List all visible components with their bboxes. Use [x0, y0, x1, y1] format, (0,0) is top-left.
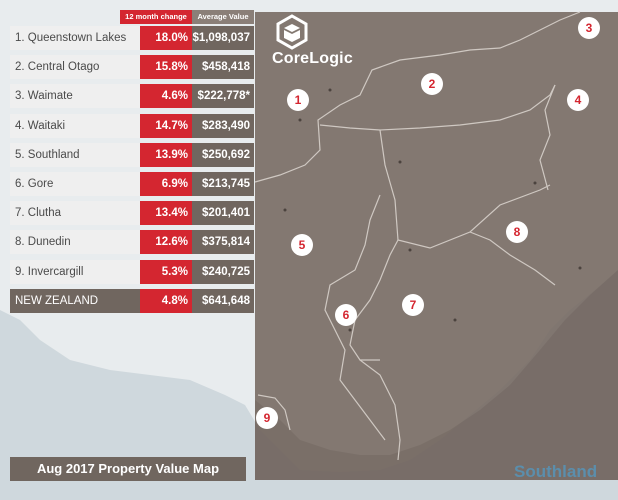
map-marker-3: 3 — [578, 17, 600, 39]
row-change: 14.7% — [140, 114, 192, 138]
row-district-name: 1. Queenstown Lakes — [10, 26, 140, 50]
table-row: 3. Waimate 4.6% $222,778* — [10, 84, 254, 108]
property-value-table: 12 month change Average Value 1. Queenst… — [10, 10, 254, 313]
table-row: 1. Queenstown Lakes 18.0% $1,098,037 — [10, 26, 254, 50]
table-row: 8. Dunedin 12.6% $375,814 — [10, 230, 254, 254]
corelogic-logo-icon — [276, 14, 308, 50]
table-row: 7. Clutha 13.4% $201,401 — [10, 201, 254, 225]
row-average-value: $222,778* — [192, 84, 254, 108]
row-district-name: 6. Gore — [10, 172, 140, 196]
row-change: 15.8% — [140, 55, 192, 79]
header-average: Average Value — [192, 10, 254, 24]
row-average-value: $458,418 — [192, 55, 254, 79]
table-row: 9. Invercargill 5.3% $240,725 — [10, 260, 254, 284]
map-marker-6: 6 — [335, 304, 357, 326]
row-change: 12.6% — [140, 230, 192, 254]
region-label: Southland — [514, 462, 598, 481]
row-district-name: 2. Central Otago — [10, 55, 140, 79]
row-change: 13.4% — [140, 201, 192, 225]
brand-name: CoreLogic — [272, 50, 353, 67]
row-district-name: 9. Invercargill — [10, 260, 140, 284]
row-average-value: $1,098,037 — [192, 26, 254, 50]
row-change: 4.6% — [140, 84, 192, 108]
row-change: 13.9% — [140, 143, 192, 167]
row-average-value: $240,725 — [192, 260, 254, 284]
row-district-name: 3. Waimate — [10, 84, 140, 108]
header-change: 12 month change — [120, 10, 192, 24]
table-row: 2. Central Otago 15.8% $458,418 — [10, 55, 254, 79]
map-marker-1: 1 — [287, 89, 309, 111]
town-dots — [283, 88, 582, 332]
row-average-value: $283,490 — [192, 114, 254, 138]
row-average-value: $375,814 — [192, 230, 254, 254]
row-change: 6.9% — [140, 172, 192, 196]
row-district-name: 7. Clutha — [10, 201, 140, 225]
map-marker-8: 8 — [506, 221, 528, 243]
map-marker-5: 5 — [291, 234, 313, 256]
row-district-name: NEW ZEALAND — [10, 289, 140, 313]
table-row: 5. Southland 13.9% $250,692 — [10, 143, 254, 167]
row-district-name: 4. Waitaki — [10, 114, 140, 138]
table-row: 4. Waitaki 14.7% $283,490 — [10, 114, 254, 138]
map-marker-4: 4 — [567, 89, 589, 111]
row-average-value: $250,692 — [192, 143, 254, 167]
map-caption: Aug 2017 Property Value Map — [10, 457, 246, 481]
row-district-name: 5. Southland — [10, 143, 140, 167]
row-change: 5.3% — [140, 260, 192, 284]
row-change: 4.8% — [140, 289, 192, 313]
map-marker-9: 9 — [256, 407, 278, 429]
row-average-value: $641,648 — [192, 289, 254, 313]
row-district-name: 8. Dunedin — [10, 230, 140, 254]
row-change: 18.0% — [140, 26, 192, 50]
table-header: 12 month change Average Value — [10, 10, 254, 24]
district-borders — [254, 11, 581, 461]
row-average-value: $201,401 — [192, 201, 254, 225]
map-marker-2: 2 — [421, 73, 443, 95]
table-row: NEW ZEALAND 4.8% $641,648 — [10, 289, 254, 313]
row-average-value: $213,745 — [192, 172, 254, 196]
table-row: 6. Gore 6.9% $213,745 — [10, 172, 254, 196]
coastline-shadow — [255, 270, 618, 480]
map-marker-7: 7 — [402, 294, 424, 316]
